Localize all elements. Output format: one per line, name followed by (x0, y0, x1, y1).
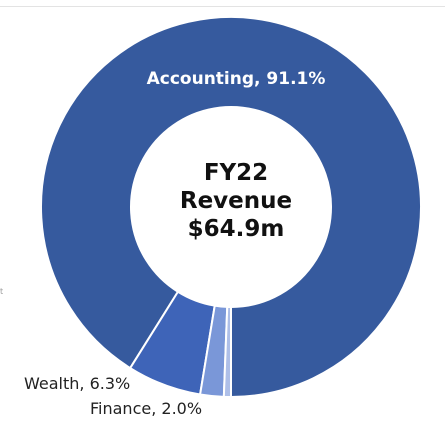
center-total-value: $64.9m (188, 216, 285, 242)
slice-other (222, 305, 232, 399)
top-divider (0, 6, 445, 7)
center-title-fy22: FY22 (204, 160, 268, 186)
center-title-revenue: Revenue (180, 188, 292, 214)
left-edge-text-fragment: t (0, 287, 4, 296)
slice-accounting (40, 16, 422, 399)
label-accounting: Accounting, 91.1% (147, 69, 326, 89)
donut-slices (40, 16, 422, 399)
label-wealth: Wealth, 6.3% (24, 374, 130, 393)
label-finance: Finance, 2.0% (90, 399, 202, 418)
